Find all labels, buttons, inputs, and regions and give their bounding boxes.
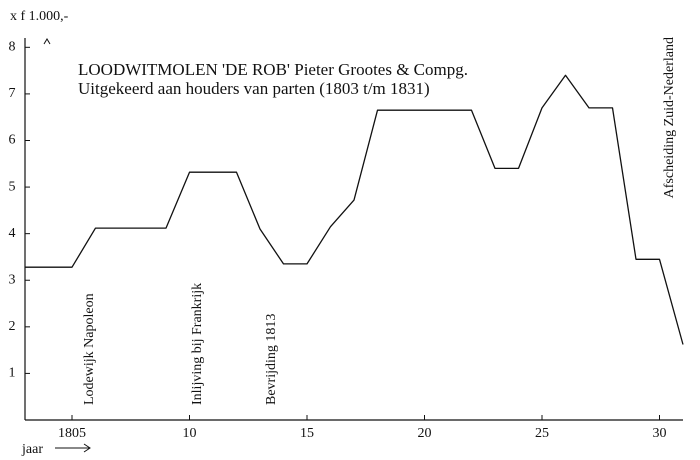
y-tick-label: 7 xyxy=(9,86,16,101)
x-axis-arrow xyxy=(55,443,91,453)
y-tick-label: 4 xyxy=(9,226,16,241)
chart-subtitle: Uitgekeerd aan houders van parten (1803 … xyxy=(78,79,430,98)
x-tick-label: 30 xyxy=(653,426,667,441)
x-tick-label: 20 xyxy=(418,426,432,441)
x-tick-label: 1805 xyxy=(58,426,86,441)
x-axis-label: jaar xyxy=(21,442,43,457)
y-tick-label: 3 xyxy=(9,272,16,287)
y-tick-label: 6 xyxy=(9,133,16,148)
y-tick-label: 1 xyxy=(9,366,16,381)
x-tick-label: 25 xyxy=(535,426,549,441)
x-tick-label: 15 xyxy=(300,426,314,441)
data-line xyxy=(25,74,684,345)
y-axis-label: x f 1.000,- xyxy=(10,9,69,24)
annotation: Bevrijding 1813 xyxy=(264,314,279,405)
y-tick-label: 8 xyxy=(9,40,16,55)
y-tick-label: 5 xyxy=(9,179,16,194)
x-tick-label: 10 xyxy=(183,426,197,441)
annotation: Inlijving bij Frankrijk xyxy=(190,283,205,405)
annotation: Afscheiding Zuid-Nederland xyxy=(662,37,677,198)
chart-title: LOODWITMOLEN 'DE ROB' Pieter Grootes & C… xyxy=(78,60,468,79)
y-tick-label: 2 xyxy=(9,319,16,334)
y-axis-caret xyxy=(43,38,51,45)
annotation: Lodewijk Napoleon xyxy=(82,293,97,405)
